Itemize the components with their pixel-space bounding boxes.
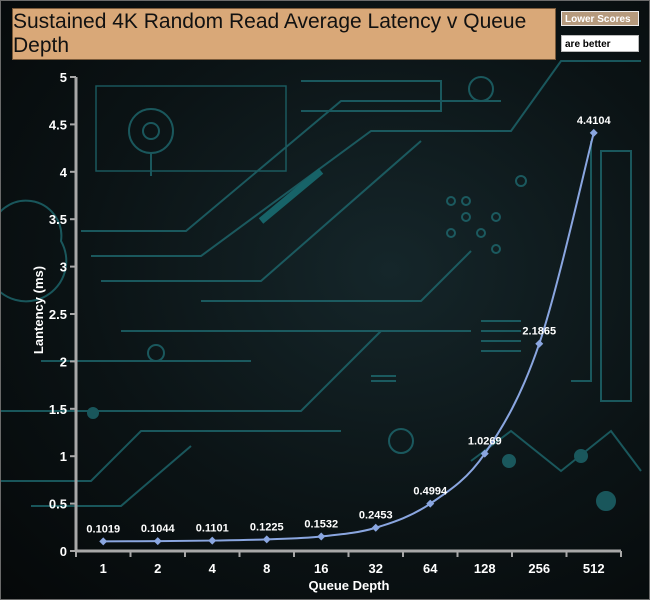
data-point-marker bbox=[99, 537, 108, 546]
x-axis-title: Queue Depth bbox=[309, 578, 390, 593]
data-point-marker bbox=[426, 499, 435, 508]
y-tick-label: 1 bbox=[60, 449, 67, 464]
y-axis-ticks: 0 0.5 1 1.5 2 2.5 3 3.5 4 4.5 5 bbox=[49, 70, 76, 559]
data-point-marker bbox=[535, 339, 544, 348]
chart-title: Sustained 4K Random Read Average Latency… bbox=[12, 8, 556, 60]
data-point-marker bbox=[317, 532, 326, 541]
y-tick-label: 2 bbox=[60, 354, 67, 369]
y-tick-label: 0.5 bbox=[49, 497, 67, 512]
x-tick-label: 16 bbox=[314, 561, 328, 576]
series-line bbox=[103, 132, 595, 543]
lower-scores-note: Lower Scores bbox=[561, 11, 639, 26]
data-point-label: 0.2453 bbox=[359, 510, 393, 522]
y-tick-label: 2.5 bbox=[49, 307, 67, 322]
x-tick-label: 8 bbox=[263, 561, 270, 576]
data-point-marker bbox=[153, 537, 162, 546]
y-axis-title: Lantency (ms) bbox=[31, 266, 46, 354]
data-point-label: 0.1044 bbox=[141, 523, 176, 535]
x-axis-ticks: 1 2 4 8 16 32 64 128 256 512 bbox=[75, 551, 622, 576]
x-tick-label: 256 bbox=[528, 561, 550, 576]
x-tick-label: 512 bbox=[583, 561, 605, 576]
y-tick-label: 5 bbox=[60, 70, 67, 85]
x-tick-label: 1 bbox=[100, 561, 107, 576]
y-tick-label: 3 bbox=[60, 260, 67, 275]
data-point-label: 0.4994 bbox=[413, 486, 448, 498]
data-point-label: 0.1019 bbox=[86, 523, 120, 535]
data-point-marker bbox=[371, 523, 380, 532]
data-point-marker bbox=[480, 449, 489, 458]
y-tick-label: 4 bbox=[60, 165, 68, 180]
data-point-marker bbox=[262, 535, 271, 544]
data-point-label: 0.1101 bbox=[196, 523, 229, 535]
x-tick-label: 32 bbox=[369, 561, 383, 576]
circuit-background bbox=[1, 60, 642, 511]
data-point-label: 2.1865 bbox=[522, 326, 556, 338]
y-tick-label: 0 bbox=[60, 544, 67, 559]
x-tick-label: 2 bbox=[154, 561, 161, 576]
latency-series bbox=[99, 128, 598, 546]
data-point-label: 4.4104 bbox=[577, 115, 612, 127]
x-tick-label: 128 bbox=[474, 561, 496, 576]
data-labels: 0.1019 0.1044 0.1101 0.1225 0.1532 0.2453 0.49… bbox=[86, 115, 611, 535]
data-point-label: 0.1532 bbox=[304, 518, 338, 530]
y-tick-label: 3.5 bbox=[49, 212, 67, 227]
are-better-note: are better bbox=[561, 35, 639, 52]
data-point-label: 0.1225 bbox=[250, 521, 284, 533]
data-point-marker bbox=[589, 128, 598, 137]
x-tick-label: 64 bbox=[423, 561, 438, 576]
data-point-marker bbox=[208, 536, 217, 545]
y-tick-label: 1.5 bbox=[49, 402, 67, 417]
x-tick-label: 4 bbox=[209, 561, 217, 576]
data-point-label: 1.0269 bbox=[468, 436, 502, 448]
y-tick-label: 4.5 bbox=[49, 117, 67, 132]
